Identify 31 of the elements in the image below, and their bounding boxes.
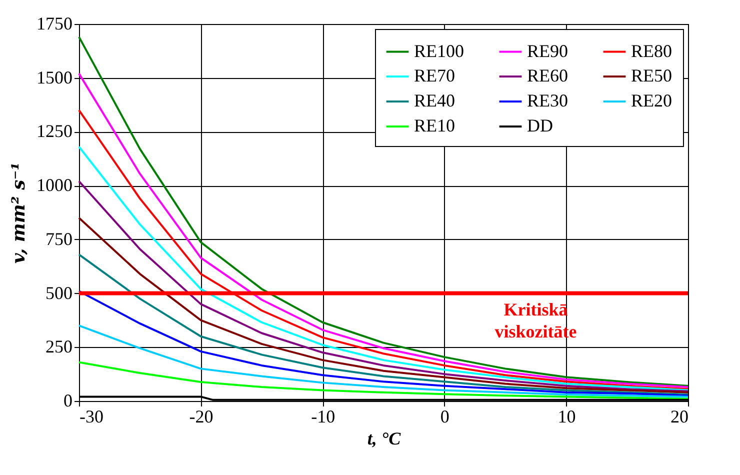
line-series [78,254,689,396]
x-tick-label: -20 [189,406,214,426]
x-tick-label: 10 [558,406,576,426]
y-tick-label: 1500 [36,67,72,88]
x-tick-label: -30 [80,406,104,426]
x-tick-label: 20 [670,406,688,426]
legend-label: RE80 [631,40,672,61]
legend-label: DD [527,116,553,136]
legend-label: RE50 [631,66,672,86]
y-tick-label: 1250 [36,121,72,142]
legend-label: RE90 [527,40,568,61]
x-tick-label: 0 [440,406,450,426]
y-tick-label: 1750 [36,14,72,34]
x-tick-label: -10 [311,406,336,426]
y-tick-label: 1000 [36,175,72,196]
legend-label: RE100 [414,40,464,61]
legend-label: RE40 [414,90,456,110]
y-axis-title: v, mm² s⁻¹ [8,162,30,264]
legend-label: RE70 [414,66,456,86]
y-tick-label: 750 [46,228,72,249]
line-series [78,324,689,398]
line-series [78,290,689,397]
legend-label: RE30 [527,90,568,110]
legend-label: RE60 [527,66,568,86]
y-tick-label: 250 [46,336,72,357]
line-series [78,216,689,394]
y-tick-label: 0 [64,390,72,410]
legend-label: RE20 [631,90,672,110]
legend-label: RE10 [414,116,456,136]
y-tick-label: 500 [46,282,72,303]
x-axis-title: t, °C [367,428,402,448]
